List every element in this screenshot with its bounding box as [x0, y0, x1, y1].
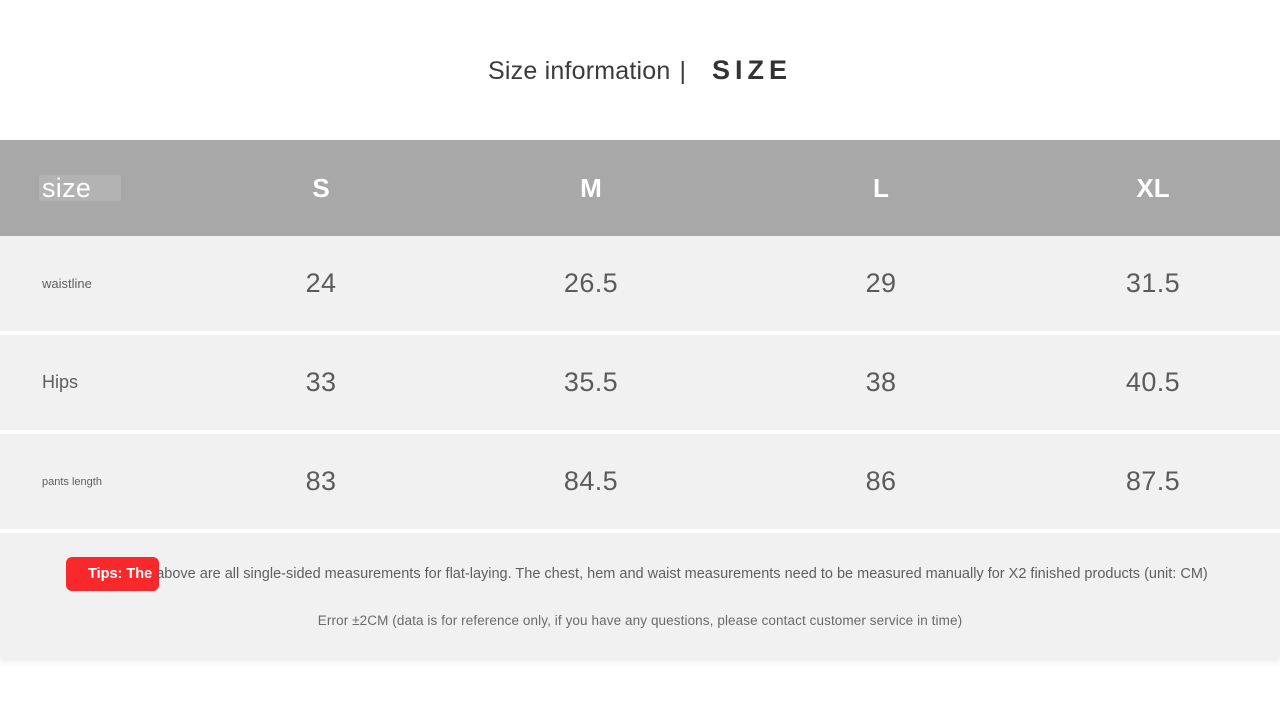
header-size-wrap: size — [39, 172, 121, 204]
tips-badge — [66, 557, 159, 591]
table-row: Hips 33 35.5 38 40.5 — [0, 335, 1280, 434]
table-row: waistline 24 26.5 29 31.5 — [0, 236, 1280, 335]
row-label-cell-pants-length: pants length — [0, 434, 196, 529]
value-hips-l: 38 — [865, 367, 897, 397]
header-cell-m: M — [446, 140, 736, 236]
header-size-label: size — [42, 172, 92, 203]
cell-pants-length-l: 86 — [736, 434, 1026, 529]
cell-hips-m: 35.5 — [446, 335, 736, 430]
row-label-cell-waistline: waistline — [0, 236, 196, 331]
value-hips-s: 33 — [305, 367, 337, 397]
cell-pants-length-s: 83 — [196, 434, 446, 529]
cell-hips-l: 38 — [736, 335, 1026, 430]
tips-text: Tips: The above are all single-sided mea… — [88, 566, 1208, 582]
header-cell-s: S — [196, 140, 446, 236]
page-title-accent: SIZE — [711, 54, 792, 85]
table-footer: Tips: The above are all single-sided mea… — [0, 533, 1280, 658]
header-label-m: M — [580, 172, 602, 203]
value-pants-length-m: 84.5 — [563, 466, 619, 496]
cell-waistline-s: 24 — [196, 236, 446, 331]
header-cell-xl: XL — [1026, 140, 1280, 236]
value-hips-xl: 40.5 — [1125, 367, 1181, 397]
table-header-row: size S M L XL — [0, 140, 1280, 236]
value-waistline-xl: 31.5 — [1125, 268, 1181, 298]
table-row: pants length 83 84.5 86 87.5 — [0, 434, 1280, 533]
header-cell-l: L — [736, 140, 1026, 236]
value-waistline-m: 26.5 — [563, 268, 619, 298]
tips-rest-label: above are all single-sided measurements … — [152, 566, 1208, 582]
cell-pants-length-xl: 87.5 — [1026, 434, 1280, 529]
cell-waistline-l: 29 — [736, 236, 1026, 331]
cell-hips-s: 33 — [196, 335, 446, 430]
header-label-s: S — [312, 172, 330, 203]
header-cell-size: size — [0, 140, 196, 236]
cell-waistline-m: 26.5 — [446, 236, 736, 331]
cell-waistline-xl: 31.5 — [1026, 236, 1280, 331]
row-label-cell-hips: Hips — [0, 335, 196, 430]
page-title: Size information | SIZE — [488, 55, 792, 86]
error-note: Error ±2CM (data is for reference only, … — [317, 613, 963, 628]
row-label-pants-length: pants length — [42, 475, 102, 488]
header-label-l: L — [873, 172, 889, 203]
value-pants-length-s: 83 — [305, 466, 337, 496]
tips-badge-label: Tips: The — [88, 566, 153, 582]
page-title-separator: | — [679, 56, 686, 85]
row-label-waistline: waistline — [42, 276, 92, 291]
value-pants-length-xl: 87.5 — [1125, 466, 1181, 496]
value-pants-length-l: 86 — [865, 466, 897, 496]
row-label-hips: Hips — [42, 372, 79, 392]
header-label-xl: XL — [1136, 172, 1170, 203]
page-title-main: Size information — [488, 56, 671, 85]
value-waistline-s: 24 — [305, 268, 337, 298]
cell-hips-xl: 40.5 — [1026, 335, 1280, 430]
page-title-bar: Size information | SIZE — [0, 0, 1280, 140]
tips-line: Tips: The above are all single-sided mea… — [0, 557, 1280, 591]
cell-pants-length-m: 84.5 — [446, 434, 736, 529]
size-chart-table: size S M L XL waistline 24 26.5 29 31.5 — [0, 140, 1280, 658]
value-waistline-l: 29 — [865, 268, 897, 298]
value-hips-m: 35.5 — [563, 367, 619, 397]
